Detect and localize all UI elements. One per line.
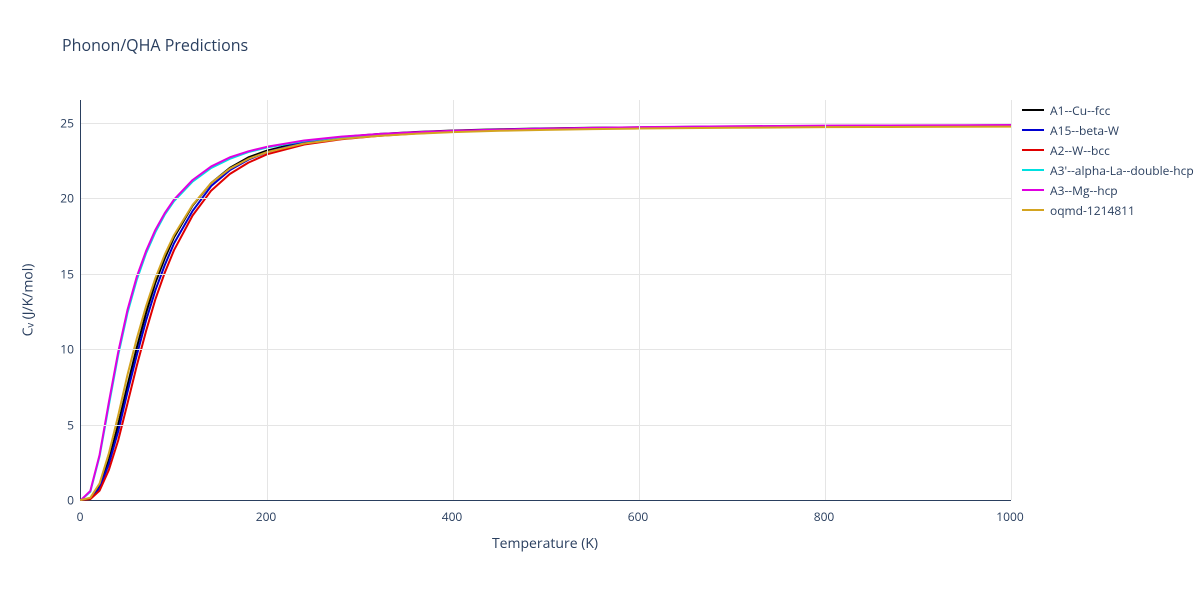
legend-item[interactable]: A2--W--bcc xyxy=(1022,140,1194,160)
legend-label: A3'--alpha-La--double-hcp xyxy=(1050,162,1194,179)
chart-container: Phonon/QHA Predictions Temperature (K) C… xyxy=(0,0,1200,600)
y-tick-label: 25 xyxy=(50,114,74,131)
y-tick-label: 20 xyxy=(50,190,74,207)
legend-swatch xyxy=(1022,129,1044,131)
y-gridline xyxy=(81,274,1011,275)
series-layer xyxy=(81,100,1011,500)
x-gridline xyxy=(453,100,454,500)
legend-label: A3--Mg--hcp xyxy=(1050,182,1118,199)
legend-item[interactable]: oqmd-1214811 xyxy=(1022,200,1194,220)
legend-item[interactable]: A1--Cu--fcc xyxy=(1022,100,1194,120)
legend-swatch xyxy=(1022,109,1044,111)
y-tick-label: 15 xyxy=(50,265,74,282)
x-tick-label: 0 xyxy=(77,508,84,525)
y-tick-label: 5 xyxy=(50,416,74,433)
legend-label: A15--beta-W xyxy=(1050,122,1119,139)
x-tick-label: 1000 xyxy=(996,508,1023,525)
y-gridline xyxy=(81,349,1011,350)
legend-item[interactable]: A3'--alpha-La--double-hcp xyxy=(1022,160,1194,180)
legend-swatch xyxy=(1022,169,1044,171)
legend-swatch xyxy=(1022,209,1044,211)
legend: A1--Cu--fcc A15--beta-W A2--W--bcc A3'--alp… xyxy=(1022,100,1194,220)
legend-label: A2--W--bcc xyxy=(1050,142,1110,159)
y-tick-label: 0 xyxy=(50,492,74,509)
series-line[interactable] xyxy=(81,126,1011,500)
y-axis-label: Cᵥ (J/K/mol) xyxy=(19,264,38,337)
y-gridline xyxy=(81,198,1011,199)
x-gridline xyxy=(267,100,268,500)
legend-item[interactable]: A3--Mg--hcp xyxy=(1022,180,1194,200)
y-gridline xyxy=(81,425,1011,426)
legend-label: oqmd-1214811 xyxy=(1050,202,1135,219)
x-tick-label: 800 xyxy=(814,508,835,525)
y-tick-label: 10 xyxy=(50,341,74,358)
x-gridline xyxy=(825,100,826,500)
x-tick-label: 200 xyxy=(256,508,277,525)
x-gridline xyxy=(1011,100,1012,500)
x-tick-label: 400 xyxy=(442,508,463,525)
legend-swatch xyxy=(1022,149,1044,151)
y-gridline xyxy=(81,123,1011,124)
x-tick-label: 600 xyxy=(628,508,649,525)
plot-area xyxy=(80,100,1011,501)
chart-title: Phonon/QHA Predictions xyxy=(62,34,248,56)
legend-label: A1--Cu--fcc xyxy=(1050,102,1110,119)
x-axis-label: Temperature (K) xyxy=(492,534,598,553)
legend-item[interactable]: A15--beta-W xyxy=(1022,120,1194,140)
x-gridline xyxy=(639,100,640,500)
legend-swatch xyxy=(1022,189,1044,191)
